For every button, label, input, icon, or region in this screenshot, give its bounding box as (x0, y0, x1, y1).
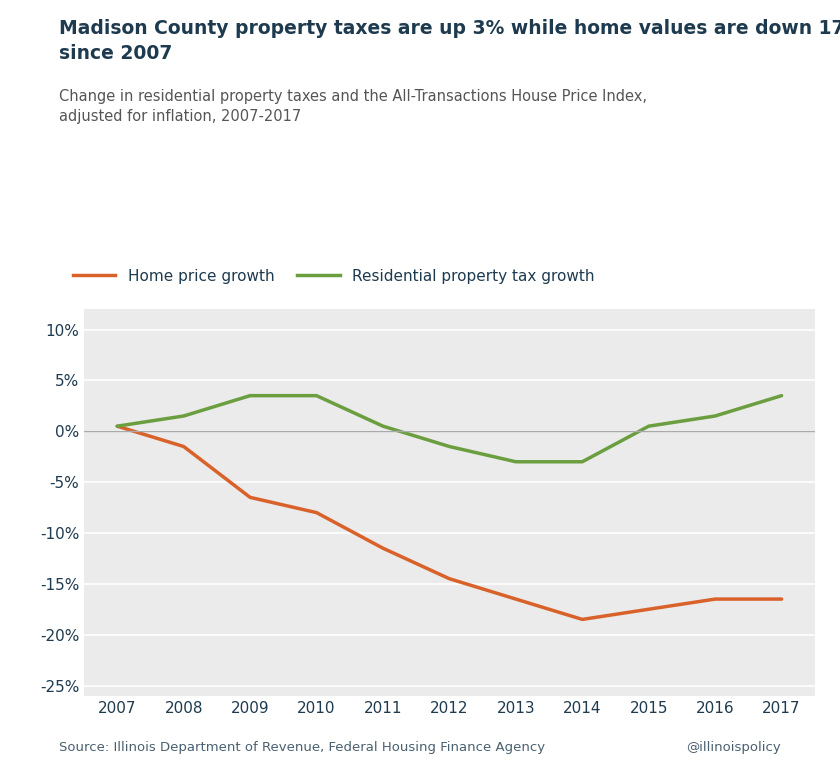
Text: Source: Illinois Department of Revenue, Federal Housing Finance Agency: Source: Illinois Department of Revenue, … (59, 741, 545, 754)
Text: Madison County property taxes are up 3% while home values are down 17%
since 200: Madison County property taxes are up 3% … (59, 19, 840, 63)
Text: @illinoispolicy: @illinoispolicy (686, 741, 781, 754)
Legend: Home price growth, Residential property tax growth: Home price growth, Residential property … (66, 263, 601, 290)
Text: Change in residential property taxes and the All-Transactions House Price Index,: Change in residential property taxes and… (59, 89, 647, 124)
